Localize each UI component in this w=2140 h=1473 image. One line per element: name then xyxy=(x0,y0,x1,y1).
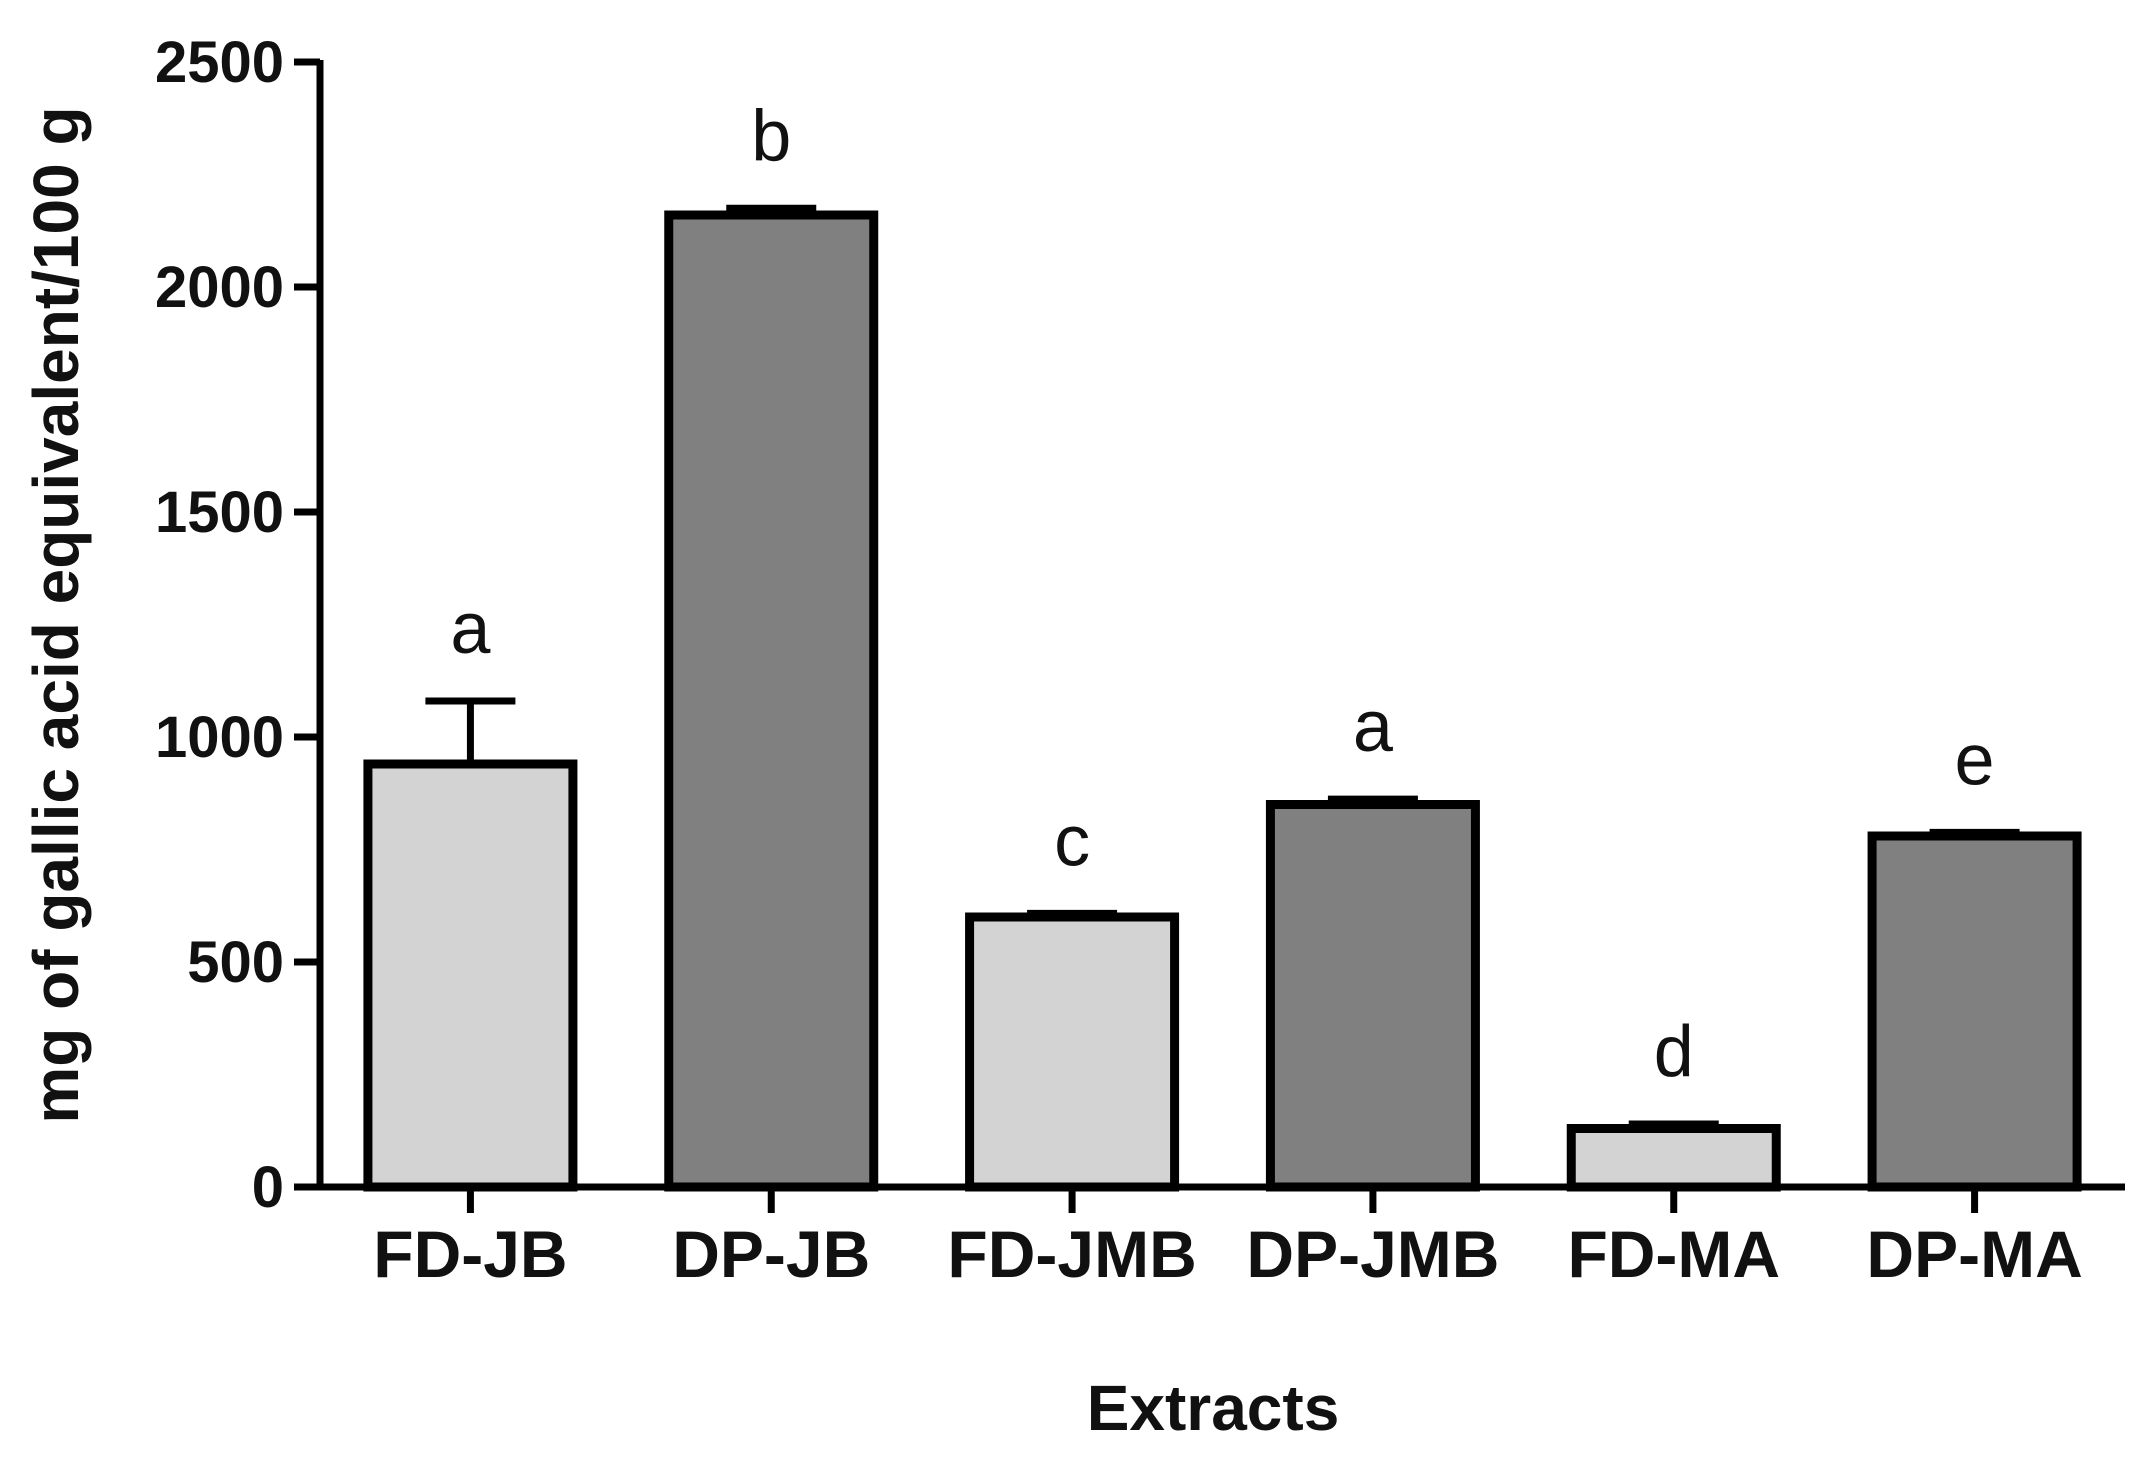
y-ticks-layer: 0 500 1000 1500 2000 2500 xyxy=(155,30,320,1220)
bar-fd-jb xyxy=(363,759,578,1192)
bar-fd-jmb xyxy=(965,912,1180,1192)
significance-letter: a xyxy=(1353,687,1394,767)
significance-letter: d xyxy=(1654,1012,1694,1092)
y-tick-label: 0 xyxy=(252,1155,284,1220)
x-axis-title: Extracts xyxy=(1087,1372,1340,1444)
bars-layer xyxy=(363,210,2082,1192)
significance-letters-layer: a b c a d e xyxy=(450,96,1994,1092)
significance-letter: c xyxy=(1054,801,1090,881)
x-tick-label: DP-JMB xyxy=(1246,1217,1499,1291)
x-ticks-layer: FD-JB DP-JB FD-JMB DP-JMB FD-MA DP-MA xyxy=(373,1187,2083,1291)
y-tick-label: 2000 xyxy=(155,255,284,320)
y-tick-label: 1000 xyxy=(155,705,284,770)
y-tick-label: 1500 xyxy=(155,480,284,545)
bar-dp-jmb xyxy=(1265,800,1480,1192)
x-tick-label: DP-JB xyxy=(672,1217,870,1291)
error-bars-layer xyxy=(425,204,2020,1129)
x-tick-label: FD-JMB xyxy=(947,1217,1196,1291)
x-tick-label: FD-MA xyxy=(1567,1217,1780,1291)
x-tick-label: DP-MA xyxy=(1866,1217,2082,1291)
significance-letter: b xyxy=(751,96,791,176)
y-tick-label: 500 xyxy=(187,930,284,995)
significance-letter: a xyxy=(450,589,491,669)
x-tick-label: FD-JB xyxy=(373,1217,567,1291)
axes-layer xyxy=(316,60,2125,1191)
y-tick-label: 2500 xyxy=(155,30,284,95)
y-axis-title: mg of gallic acid equivalent/100 g xyxy=(20,106,92,1123)
bar-fd-ma xyxy=(1566,1124,1781,1192)
bar-dp-ma xyxy=(1867,831,2082,1192)
bar-dp-jb xyxy=(664,210,879,1192)
significance-letter: e xyxy=(1955,720,1995,800)
